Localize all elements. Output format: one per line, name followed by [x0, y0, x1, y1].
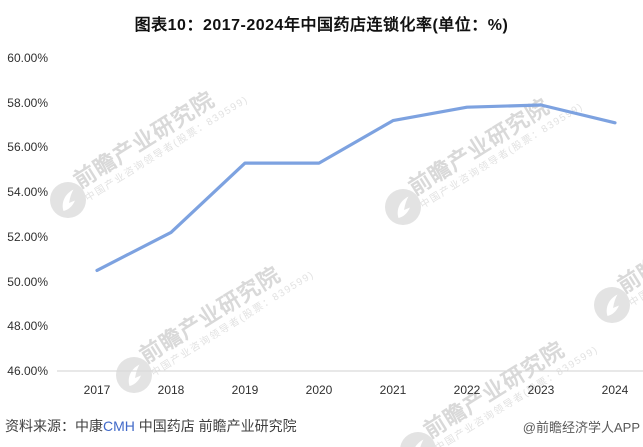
y-tick-label: 54.00% [7, 185, 48, 199]
y-tick-label: 58.00% [7, 96, 48, 110]
qianzhan-logo-icon [116, 357, 152, 393]
y-tick-label: 56.00% [7, 140, 48, 154]
source-suffix: 中国药店 前瞻产业研究院 [134, 418, 297, 434]
y-tick-label: 52.00% [7, 230, 48, 244]
y-tick-label: 50.00% [7, 275, 48, 289]
y-tick-label: 60.00% [7, 51, 48, 65]
chart-title: 图表10：2017-2024年中国药店连锁化率(单位：%) [134, 17, 509, 34]
y-tick-label: 48.00% [7, 319, 48, 333]
x-tick-label: 2020 [305, 383, 333, 397]
qianzhan-logo-icon [400, 432, 436, 447]
x-tick-label: 2022 [453, 383, 481, 397]
source-cmh: CMH [103, 418, 135, 434]
x-tick-label: 2023 [527, 383, 555, 397]
x-tick-label: 2019 [231, 383, 259, 397]
y-tick-label: 46.00% [7, 364, 48, 378]
qianzhan-logo-icon [50, 182, 86, 218]
source-prefix: 资料来源：中康 [5, 418, 103, 434]
x-tick-label: 2017 [83, 383, 111, 397]
x-tick-label: 2021 [379, 383, 407, 397]
qianzhan-logo-icon [594, 287, 630, 323]
data-line-series [95, 103, 617, 272]
source-note: 资料来源：中康CMH 中国药店 前瞻产业研究院 [5, 416, 297, 436]
credit-note: @前瞻经济学人APP [522, 420, 640, 435]
x-tick-label: 2018 [157, 383, 185, 397]
x-tick-label: 2024 [601, 383, 629, 397]
qianzhan-logo-icon [385, 189, 421, 225]
